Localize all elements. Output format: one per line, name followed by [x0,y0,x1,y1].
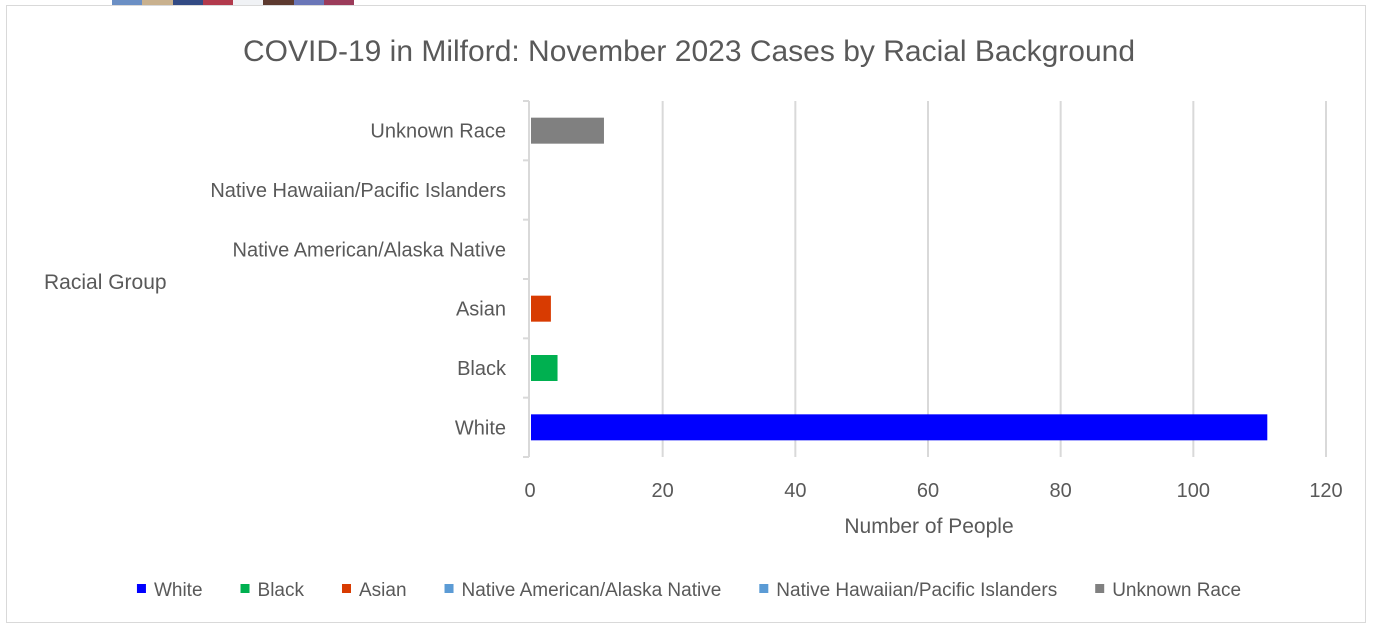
gridlines [661,101,1327,457]
legend: White Black Asian Native American/Alaska Na… [136,580,1241,601]
category-label: Native American/Alaska Native [233,239,506,261]
category-axis [523,100,530,458]
x-tick-label: 0 [524,480,535,502]
category-labels: White Black Asian Native American/Alaska Na… [210,121,507,440]
category-label: Asian [456,299,506,321]
photo-strip-image [112,0,354,5]
legend-item: Unknown Race [1095,580,1241,601]
chart-title: COVID-19 in Milford: November 2023 Cases… [243,35,1135,68]
legend-swatch [1095,584,1105,593]
legend-item: Black [240,580,305,601]
legend-item: Native American/Alaska Native [444,580,722,601]
legend-swatch [759,584,769,593]
legend-swatch [444,584,454,593]
legend-label: Native Hawaiian/Pacific Islanders [776,580,1057,601]
bar [531,117,604,144]
x-tick-label: 20 [652,480,674,502]
legend-label: Native American/Alaska Native [462,580,722,601]
x-axis-title: Number of People [844,515,1013,538]
bar [531,355,558,381]
chart-frame [6,5,1366,623]
legend-label: Unknown Race [1112,580,1241,601]
x-tick-label: 80 [1050,480,1072,502]
bar [531,414,1268,441]
category-label: Black [457,358,507,380]
legend-swatch [136,584,146,593]
legend-swatch [341,584,351,593]
legend-swatch [240,584,250,593]
category-label: Native Hawaiian/Pacific Islanders [210,180,506,202]
value-tick-labels: 0 20 40 60 80 100 120 [524,480,1342,502]
category-label: White [455,417,506,439]
legend-item: Asian [341,580,407,601]
top-strip [0,0,1373,6]
y-axis-title: Racial Group [44,271,167,294]
x-tick-label: 60 [917,480,939,502]
bar [531,295,551,322]
x-tick-label: 40 [784,480,806,502]
x-tick-label: 120 [1309,480,1342,502]
legend-item: White [136,580,203,601]
bars [531,117,1268,441]
legend-label: Asian [359,580,407,601]
x-tick-label: 100 [1177,480,1210,502]
legend-label: Black [258,580,305,601]
legend-item: Native Hawaiian/Pacific Islanders [759,580,1057,601]
legend-label: White [154,580,203,601]
category-label: Unknown Race [370,121,506,143]
